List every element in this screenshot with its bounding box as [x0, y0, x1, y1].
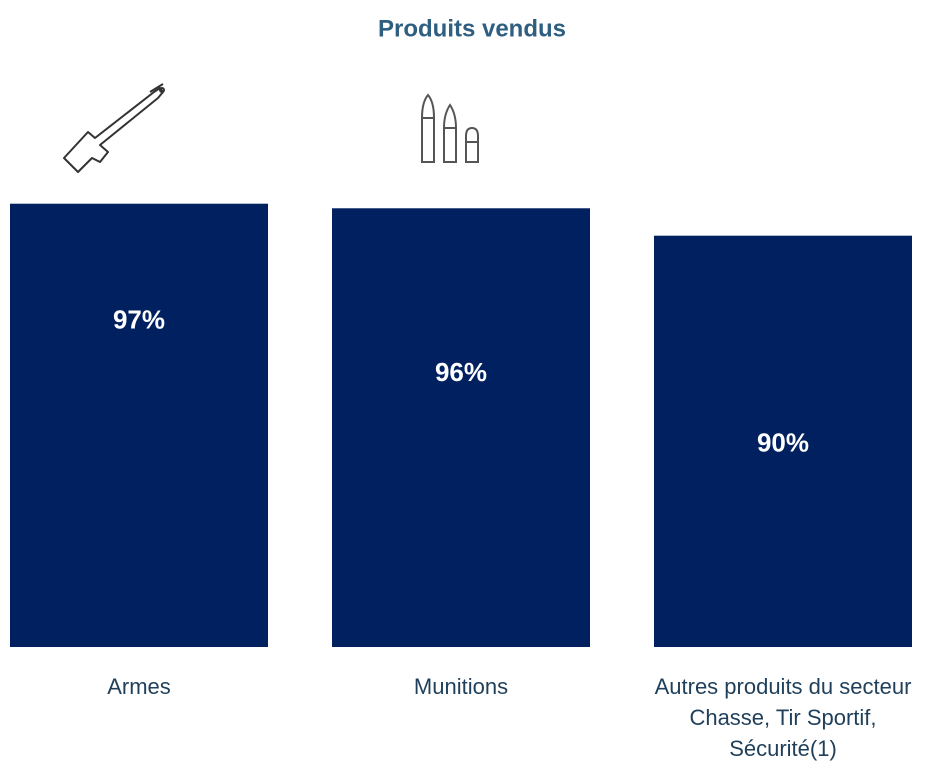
x-tick-label: Armes	[107, 674, 171, 699]
x-tick-label: Munitions	[414, 674, 508, 699]
value-label: 90%	[757, 428, 809, 458]
value-label: 96%	[435, 357, 487, 387]
x-tick-label: Autres produits du secteur Chasse, Tir Sp…	[655, 674, 912, 761]
chart-title: Produits vendus	[378, 15, 566, 42]
bar	[654, 235, 912, 647]
rifle-icon	[63, 83, 165, 173]
value-label: 97%	[113, 305, 165, 335]
bar	[10, 203, 268, 647]
bar	[332, 208, 590, 647]
bullets-icon	[421, 93, 479, 163]
